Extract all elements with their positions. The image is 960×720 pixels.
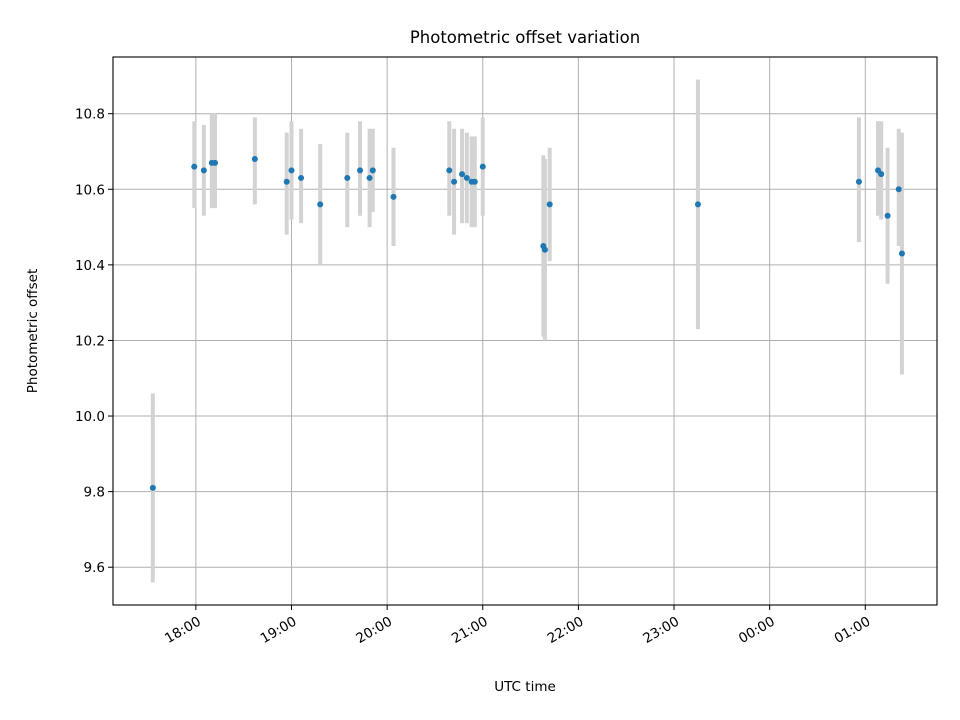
data-point bbox=[251, 156, 258, 163]
data-point bbox=[479, 163, 486, 170]
data-point bbox=[895, 186, 902, 193]
data-point bbox=[191, 163, 198, 170]
data-point bbox=[471, 178, 478, 185]
data-point bbox=[317, 201, 324, 208]
data-point bbox=[357, 167, 364, 174]
y-tick-label: 10.8 bbox=[75, 107, 105, 123]
data-point bbox=[459, 171, 466, 178]
data-point bbox=[898, 250, 905, 257]
data-point bbox=[288, 167, 295, 174]
data-point bbox=[884, 212, 891, 219]
data-point bbox=[878, 171, 885, 178]
data-point bbox=[694, 201, 701, 208]
y-axis-label: Photometric offset bbox=[25, 269, 41, 393]
data-point bbox=[446, 167, 453, 174]
data-point bbox=[149, 484, 156, 491]
y-tick-label: 10.2 bbox=[75, 333, 105, 349]
data-point bbox=[212, 159, 219, 166]
plot-frame bbox=[112, 56, 938, 606]
data-point bbox=[369, 167, 376, 174]
data-point bbox=[541, 246, 548, 253]
chart-title: Photometric offset variation bbox=[410, 28, 640, 47]
x-axis-label: UTC time bbox=[494, 679, 556, 695]
y-tick-label: 10.4 bbox=[75, 258, 105, 274]
data-point bbox=[200, 167, 207, 174]
data-points bbox=[149, 156, 905, 491]
data-point bbox=[546, 201, 553, 208]
data-point bbox=[283, 178, 290, 185]
y-axis-ticks: 9.6 9.8 10.0 10.2 10.4 10.6 10.8 bbox=[75, 107, 113, 576]
y-tick-label: 10.6 bbox=[75, 182, 105, 198]
data-point bbox=[298, 174, 305, 181]
data-point bbox=[463, 174, 470, 181]
data-point bbox=[451, 178, 458, 185]
data-point bbox=[855, 178, 862, 185]
y-tick-label: 9.8 bbox=[84, 485, 105, 501]
data-point bbox=[366, 174, 373, 181]
data-point bbox=[390, 193, 397, 200]
data-point bbox=[344, 174, 351, 181]
y-tick-label: 10.0 bbox=[75, 409, 105, 425]
y-tick-label: 9.6 bbox=[84, 560, 105, 576]
